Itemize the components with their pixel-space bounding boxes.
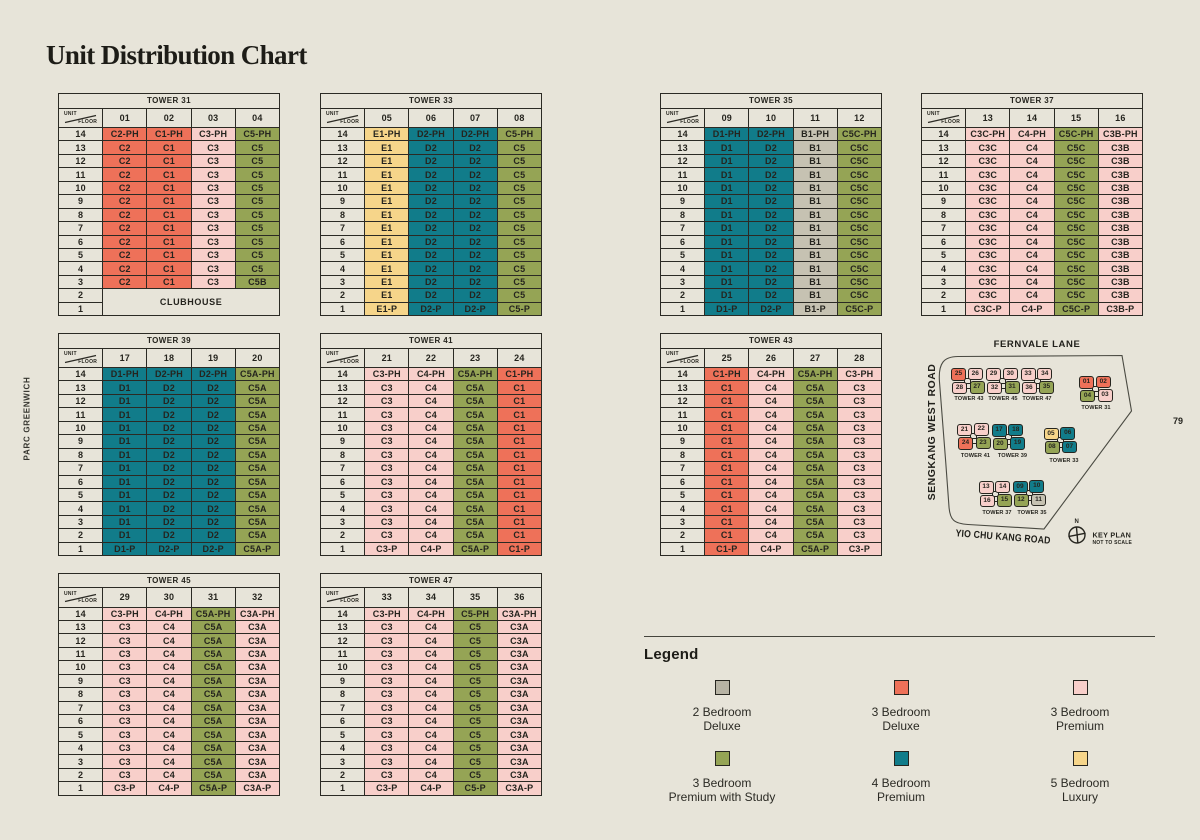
svg-text:NOT TO SCALE: NOT TO SCALE <box>1093 540 1133 546</box>
svg-text:N: N <box>1075 519 1079 525</box>
svg-text:KEY PLAN: KEY PLAN <box>1093 531 1132 540</box>
